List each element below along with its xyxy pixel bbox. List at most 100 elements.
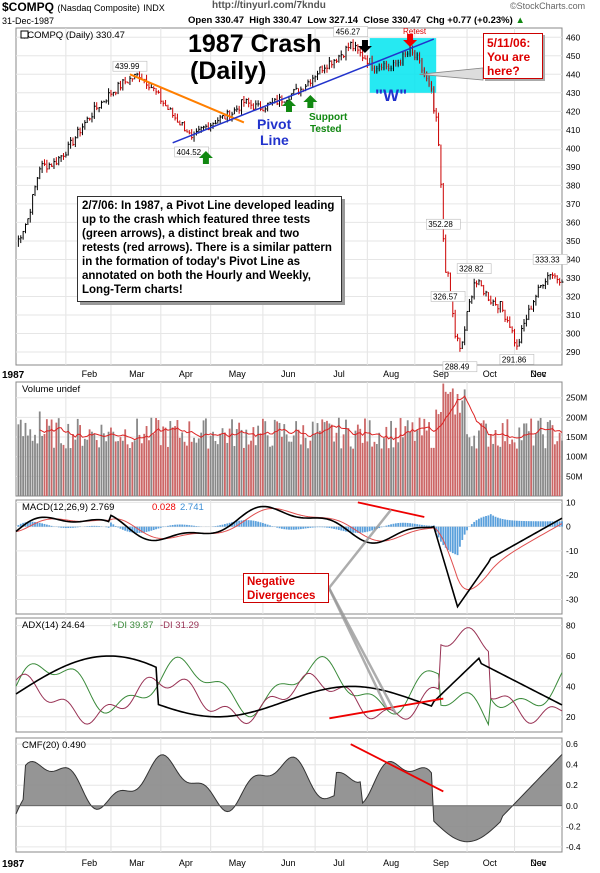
macd-hist-bar (69, 526, 72, 528)
volume-bar (86, 439, 89, 496)
month-label: Dec (530, 369, 547, 379)
price-label: 326.57 (433, 292, 458, 301)
green-up-arrow-icon (282, 99, 296, 112)
volume-bar (399, 418, 402, 496)
volume-bar (530, 418, 533, 496)
macd-hist-bar (48, 525, 51, 527)
price-bar (333, 59, 336, 69)
macd-hist-bar (57, 526, 60, 528)
volume-bar (387, 448, 390, 496)
price-bar (326, 64, 329, 73)
macd-hist-bar (280, 526, 283, 529)
month-label: Sep (433, 369, 449, 379)
url-text[interactable]: http://tinyurl.com/7kndu (212, 0, 326, 11)
price-bar (105, 99, 108, 104)
macd-hist-bar (252, 520, 255, 527)
macd-hist-bar (195, 526, 198, 527)
macd-hist-bar (140, 526, 143, 533)
macd-hist-bar (88, 526, 91, 527)
price-tick-label: 290 (566, 347, 580, 357)
price-bar (96, 102, 99, 111)
price-bar (549, 274, 552, 280)
macd-hist-bar (390, 524, 392, 527)
volume-bar (292, 435, 295, 496)
volume-bar (492, 443, 495, 496)
volume-bar (200, 432, 203, 496)
macd-hist-bar (487, 515, 490, 527)
month-label: Mar (129, 369, 145, 379)
macd-hist-bar (352, 526, 354, 533)
volume-bar (186, 445, 188, 496)
price-bar (321, 65, 324, 74)
volume-bar (124, 429, 127, 496)
volume-bar (447, 393, 449, 496)
volume-bar (316, 423, 319, 496)
price-bar (79, 127, 82, 137)
volume-bar (406, 420, 409, 496)
volume-bar (556, 441, 559, 496)
price-bar (181, 121, 184, 126)
volume-bar (176, 420, 179, 496)
volume-bar (121, 440, 124, 496)
macd-hist-bar (430, 525, 433, 527)
volume-bar (197, 438, 200, 496)
volume-bar (511, 439, 514, 496)
adx-line (15, 655, 563, 718)
price-bar (561, 279, 564, 283)
volume-bar (297, 429, 300, 496)
volume-bar (202, 420, 205, 496)
macd-hist-bar (368, 526, 371, 532)
macd-hist-bar (264, 523, 267, 527)
volume-bar (309, 440, 312, 496)
macd-hist-bar (442, 526, 445, 546)
volume-bar (385, 426, 388, 496)
volume-bar (549, 420, 552, 496)
volume-bar (544, 448, 547, 496)
volume-bar (352, 448, 354, 496)
macd-hist-bar (447, 526, 449, 550)
volume-bar (235, 429, 238, 496)
macd-line (15, 505, 563, 609)
price-bar (316, 70, 319, 81)
macd-hist-bar (553, 521, 556, 527)
volume-bar (242, 447, 245, 496)
macd-hist-bar (326, 526, 328, 528)
price-bar (60, 155, 63, 162)
price-bar (89, 117, 92, 121)
volume-bar (318, 430, 321, 496)
macd-hist-bar (466, 526, 468, 531)
price-bar (457, 333, 460, 342)
price-bar (312, 74, 315, 88)
price-bar (502, 301, 505, 313)
cmf-tick-label: 0.4 (566, 760, 578, 770)
volume-bar (216, 444, 219, 496)
price-bar (554, 273, 557, 279)
price-bar (203, 125, 206, 131)
volume-bar (485, 423, 487, 496)
price-bar (485, 290, 488, 297)
macd-hist-bar (91, 525, 93, 527)
price-bar (191, 129, 194, 140)
macd-hist-bar (259, 522, 262, 527)
volume-bar (392, 447, 395, 496)
volume-bar (126, 444, 129, 496)
volume-bar (383, 438, 385, 496)
price-bar (55, 157, 58, 166)
volume-bar (330, 424, 333, 496)
macd-hist-bar (558, 521, 561, 527)
volume-bar (43, 434, 46, 496)
cmf-tick-label: 0.6 (566, 739, 578, 749)
macd-hist-bar (95, 525, 98, 527)
volume-bar (478, 430, 480, 496)
volume-bar (155, 418, 157, 496)
price-bar (22, 230, 25, 240)
volume-bar (527, 431, 530, 496)
volume-bar (98, 447, 100, 496)
macd-hist-bar (299, 526, 302, 530)
macd-hist-bar (321, 526, 324, 528)
volume-bar (302, 425, 305, 496)
price-label-box (112, 60, 148, 72)
price-bar (129, 76, 132, 86)
volume-bar (323, 422, 326, 496)
volume-bar (285, 434, 288, 496)
